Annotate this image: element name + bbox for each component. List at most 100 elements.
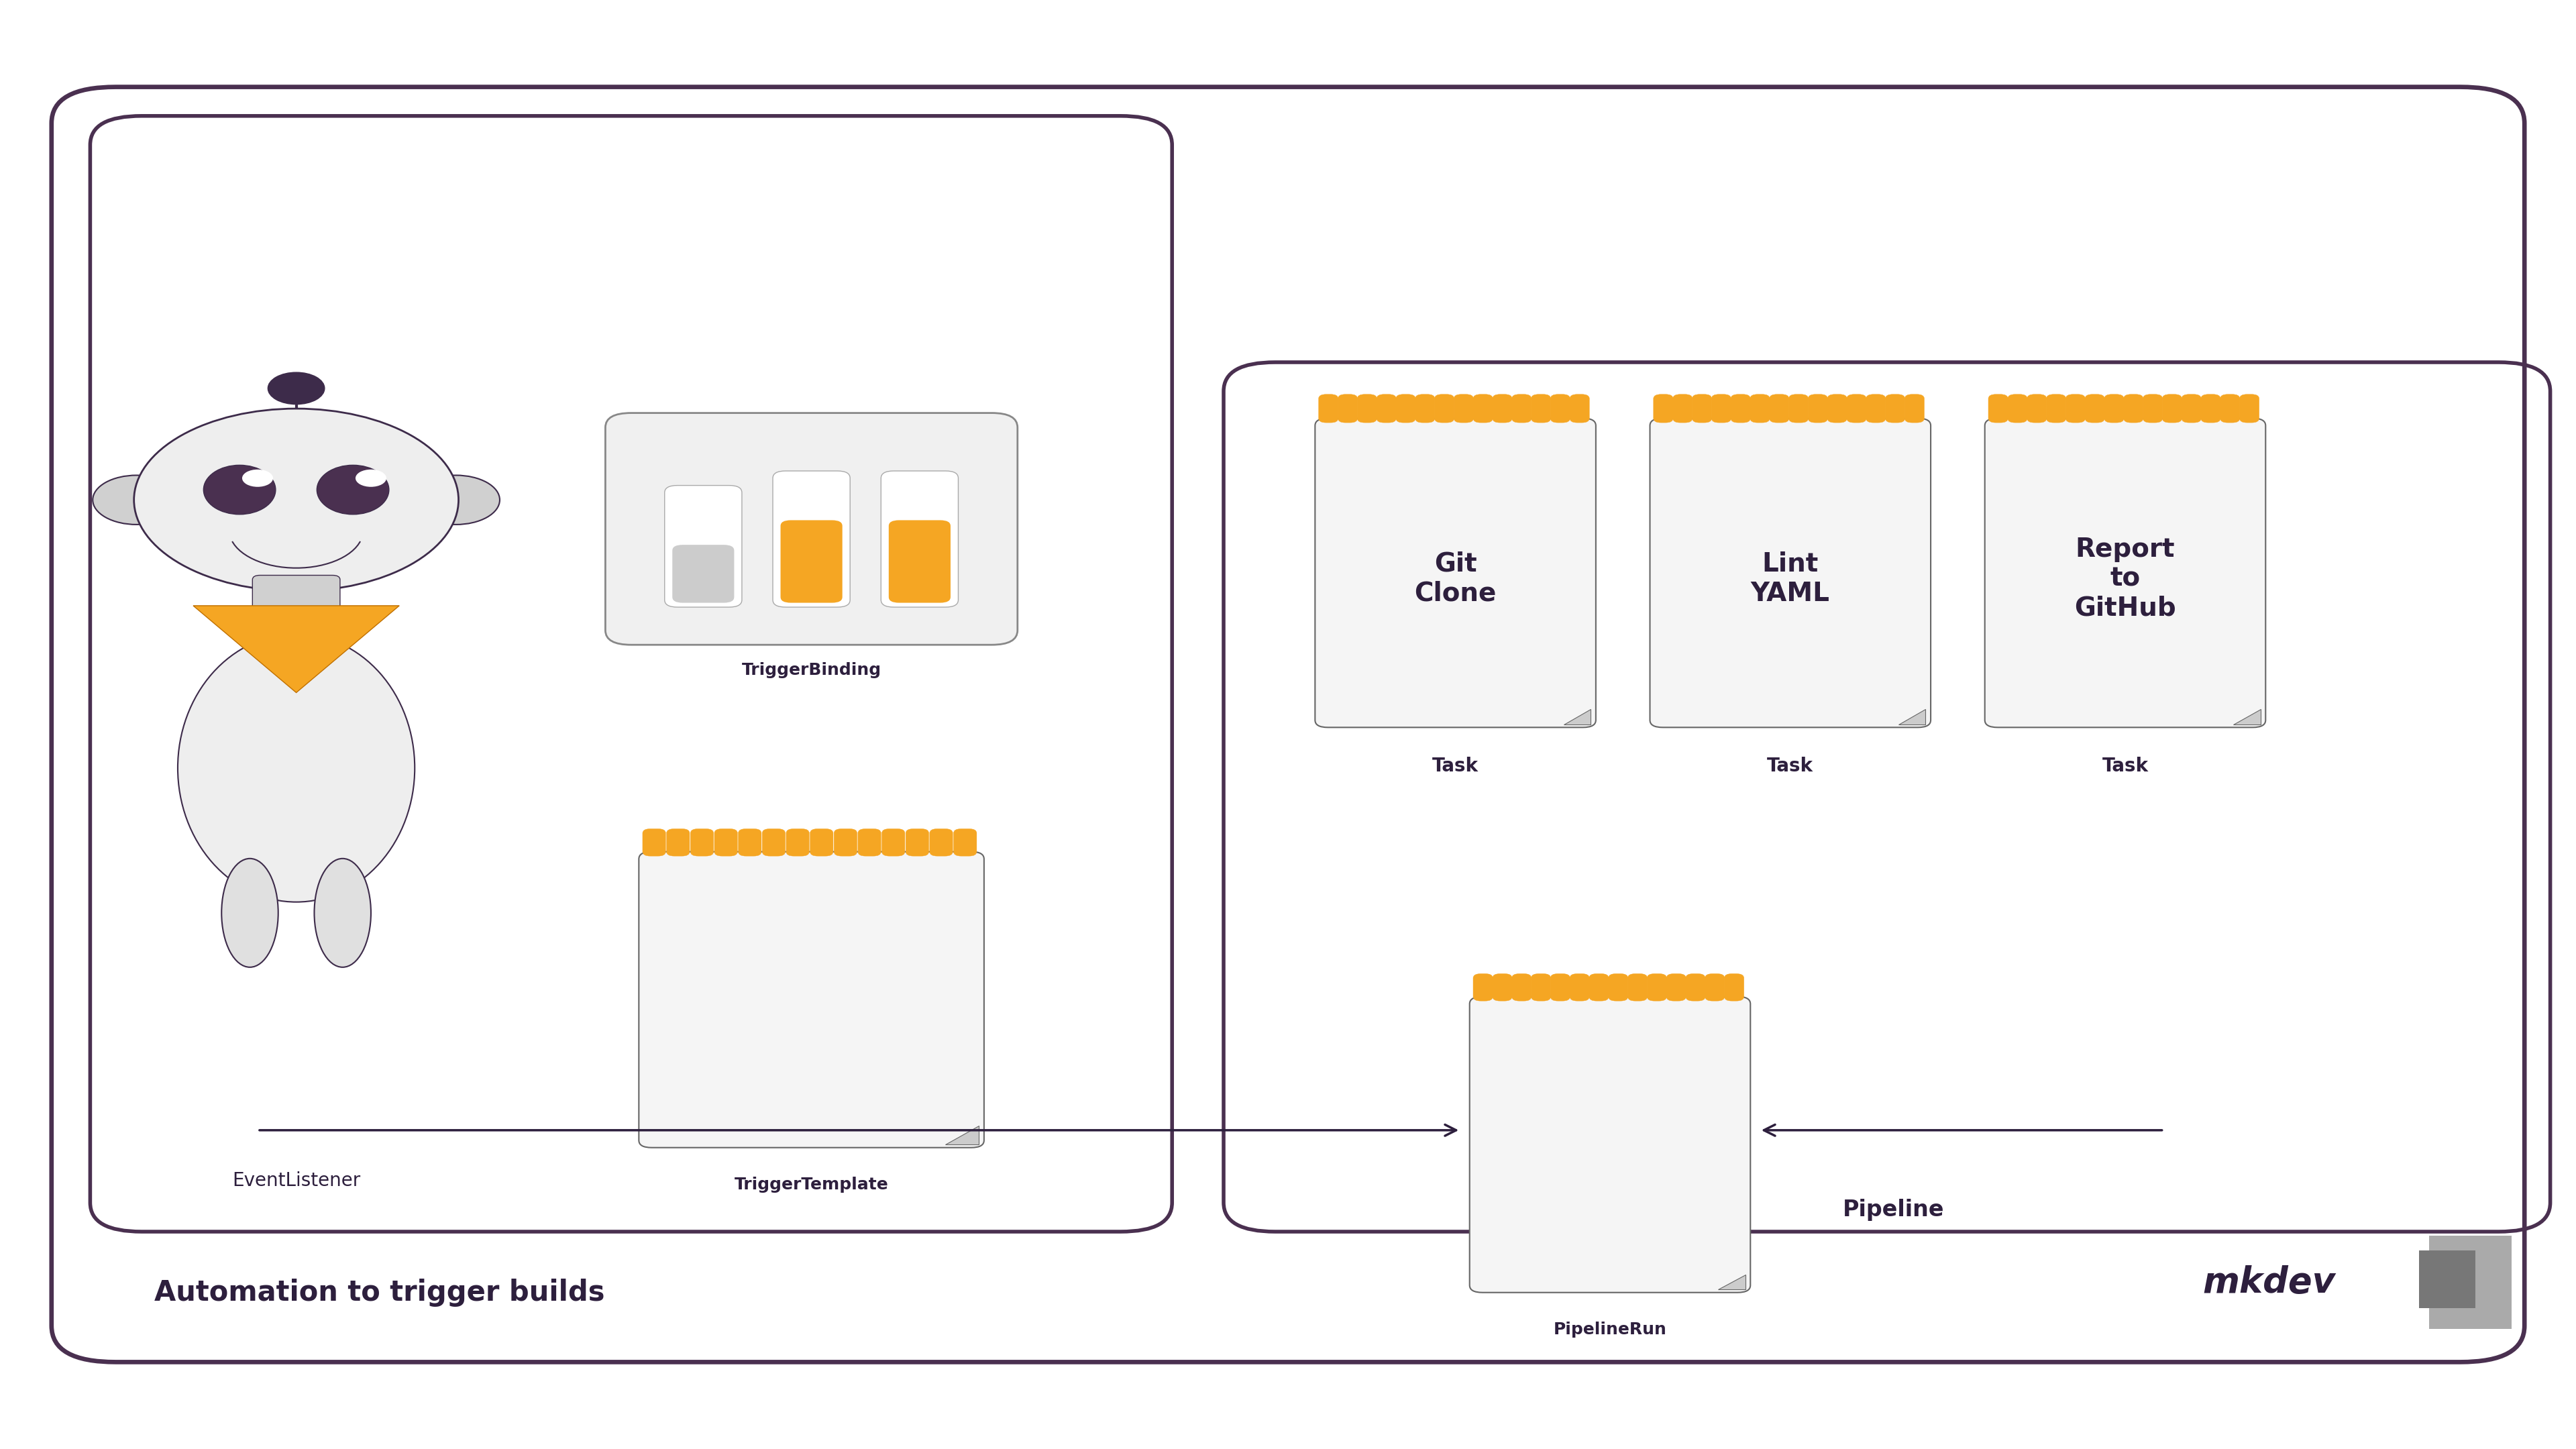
FancyBboxPatch shape: [773, 471, 850, 607]
FancyBboxPatch shape: [858, 829, 881, 856]
FancyBboxPatch shape: [2182, 394, 2200, 423]
FancyBboxPatch shape: [2239, 394, 2259, 423]
FancyBboxPatch shape: [1731, 394, 1749, 423]
FancyBboxPatch shape: [2105, 394, 2123, 423]
FancyBboxPatch shape: [1337, 394, 1358, 423]
FancyBboxPatch shape: [1396, 394, 1417, 423]
Polygon shape: [2233, 710, 2262, 724]
FancyBboxPatch shape: [835, 829, 858, 856]
FancyBboxPatch shape: [781, 520, 842, 603]
FancyBboxPatch shape: [2429, 1236, 2512, 1329]
FancyBboxPatch shape: [2084, 394, 2105, 423]
FancyBboxPatch shape: [1569, 394, 1589, 423]
FancyBboxPatch shape: [1468, 997, 1749, 1293]
FancyBboxPatch shape: [1989, 394, 2009, 423]
Circle shape: [412, 475, 500, 525]
FancyBboxPatch shape: [1654, 394, 1674, 423]
FancyBboxPatch shape: [2123, 394, 2143, 423]
FancyBboxPatch shape: [953, 829, 976, 856]
Polygon shape: [945, 1126, 979, 1145]
FancyBboxPatch shape: [639, 852, 984, 1148]
FancyBboxPatch shape: [1376, 394, 1396, 423]
FancyBboxPatch shape: [1492, 394, 1512, 423]
FancyBboxPatch shape: [1589, 974, 1607, 1001]
FancyBboxPatch shape: [881, 471, 958, 607]
Text: TriggerTemplate: TriggerTemplate: [734, 1177, 889, 1193]
FancyBboxPatch shape: [1667, 974, 1685, 1001]
FancyBboxPatch shape: [1530, 974, 1551, 1001]
FancyBboxPatch shape: [2007, 394, 2027, 423]
FancyBboxPatch shape: [1646, 974, 1667, 1001]
Text: Report
to
GitHub: Report to GitHub: [2074, 536, 2177, 622]
FancyBboxPatch shape: [1723, 974, 1744, 1001]
FancyBboxPatch shape: [2200, 394, 2221, 423]
FancyBboxPatch shape: [1705, 974, 1726, 1001]
Text: Git
Clone: Git Clone: [1414, 552, 1497, 607]
FancyBboxPatch shape: [1865, 394, 1886, 423]
FancyBboxPatch shape: [641, 829, 665, 856]
FancyBboxPatch shape: [2027, 394, 2045, 423]
FancyBboxPatch shape: [2419, 1250, 2476, 1308]
FancyBboxPatch shape: [1473, 394, 1494, 423]
Circle shape: [242, 469, 273, 487]
FancyBboxPatch shape: [1847, 394, 1865, 423]
FancyBboxPatch shape: [252, 575, 340, 610]
Circle shape: [355, 469, 386, 487]
FancyBboxPatch shape: [1414, 394, 1435, 423]
Ellipse shape: [314, 858, 371, 968]
FancyBboxPatch shape: [930, 829, 953, 856]
Text: mkdev: mkdev: [2202, 1265, 2336, 1300]
FancyBboxPatch shape: [1319, 394, 1340, 423]
Ellipse shape: [222, 858, 278, 968]
Text: TriggerBinding: TriggerBinding: [742, 662, 881, 678]
FancyBboxPatch shape: [1435, 394, 1453, 423]
Text: Task: Task: [1767, 756, 1814, 775]
FancyBboxPatch shape: [1453, 394, 1473, 423]
FancyBboxPatch shape: [1770, 394, 1788, 423]
Ellipse shape: [178, 635, 415, 901]
FancyBboxPatch shape: [889, 520, 951, 603]
Polygon shape: [1718, 1275, 1747, 1290]
FancyBboxPatch shape: [786, 829, 809, 856]
FancyBboxPatch shape: [1569, 974, 1589, 1001]
FancyBboxPatch shape: [665, 485, 742, 607]
Text: Task: Task: [2102, 756, 2148, 775]
FancyBboxPatch shape: [881, 829, 904, 856]
FancyBboxPatch shape: [1672, 394, 1692, 423]
FancyBboxPatch shape: [1886, 394, 1904, 423]
FancyBboxPatch shape: [809, 829, 832, 856]
Text: PipelineRun: PipelineRun: [1553, 1321, 1667, 1337]
FancyBboxPatch shape: [1551, 974, 1571, 1001]
Circle shape: [134, 409, 459, 591]
FancyBboxPatch shape: [1685, 974, 1705, 1001]
FancyBboxPatch shape: [1530, 394, 1551, 423]
Text: Task: Task: [1432, 756, 1479, 775]
FancyBboxPatch shape: [714, 829, 737, 856]
FancyBboxPatch shape: [762, 829, 786, 856]
Polygon shape: [193, 606, 399, 693]
FancyBboxPatch shape: [2161, 394, 2182, 423]
FancyBboxPatch shape: [605, 413, 1018, 645]
FancyBboxPatch shape: [1692, 394, 1710, 423]
Text: Pipeline: Pipeline: [1842, 1198, 1945, 1222]
FancyBboxPatch shape: [1551, 394, 1569, 423]
Polygon shape: [1564, 710, 1589, 724]
Ellipse shape: [204, 465, 276, 514]
FancyBboxPatch shape: [1984, 419, 2267, 727]
FancyBboxPatch shape: [1826, 394, 1847, 423]
Circle shape: [268, 372, 325, 404]
FancyBboxPatch shape: [1607, 974, 1628, 1001]
Text: Lint
YAML: Lint YAML: [1752, 552, 1829, 607]
FancyBboxPatch shape: [690, 829, 714, 856]
Polygon shape: [1899, 710, 1924, 724]
Circle shape: [93, 475, 180, 525]
FancyBboxPatch shape: [2045, 394, 2066, 423]
FancyBboxPatch shape: [672, 545, 734, 603]
FancyBboxPatch shape: [2066, 394, 2087, 423]
FancyBboxPatch shape: [1473, 974, 1494, 1001]
FancyBboxPatch shape: [1628, 974, 1649, 1001]
FancyBboxPatch shape: [1512, 974, 1530, 1001]
FancyBboxPatch shape: [1492, 974, 1512, 1001]
FancyBboxPatch shape: [1788, 394, 1808, 423]
FancyBboxPatch shape: [1314, 419, 1595, 727]
